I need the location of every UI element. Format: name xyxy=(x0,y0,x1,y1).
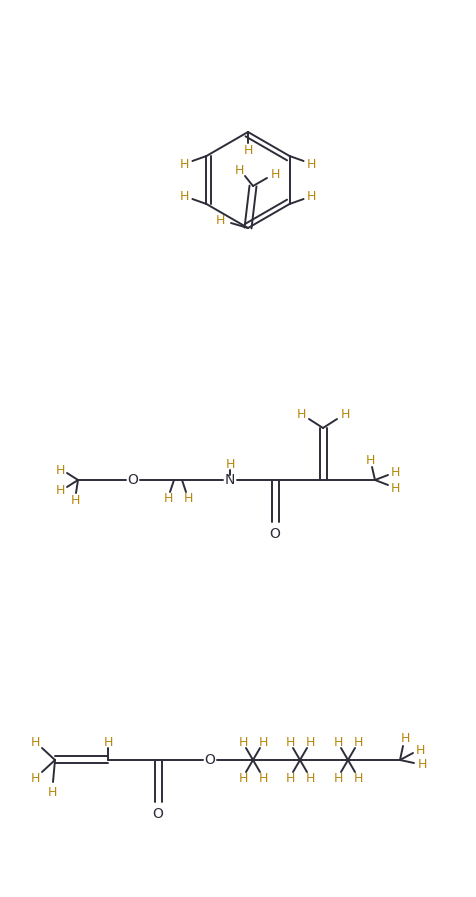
Text: N: N xyxy=(225,473,235,487)
Text: H: H xyxy=(238,771,248,785)
Text: H: H xyxy=(333,736,343,748)
Text: H: H xyxy=(365,454,375,466)
Text: H: H xyxy=(390,482,400,494)
Text: H: H xyxy=(234,164,244,178)
Text: H: H xyxy=(333,771,343,785)
Text: O: O xyxy=(269,527,280,541)
Text: H: H xyxy=(183,492,193,504)
Text: H: H xyxy=(258,736,268,748)
Text: H: H xyxy=(55,464,65,476)
Text: H: H xyxy=(305,736,315,748)
Text: H: H xyxy=(285,736,295,748)
Text: H: H xyxy=(238,736,248,748)
Text: H: H xyxy=(400,731,410,745)
Text: H: H xyxy=(353,736,363,748)
Text: H: H xyxy=(47,786,57,798)
Text: O: O xyxy=(205,753,216,767)
Text: O: O xyxy=(128,473,139,487)
Text: H: H xyxy=(340,407,350,421)
Text: H: H xyxy=(55,483,65,497)
Text: H: H xyxy=(270,168,280,180)
Text: H: H xyxy=(417,759,426,771)
Text: H: H xyxy=(180,189,189,203)
Text: H: H xyxy=(70,493,79,507)
Text: H: H xyxy=(390,466,400,478)
Text: H: H xyxy=(243,144,253,156)
Text: H: H xyxy=(215,213,225,227)
Text: H: H xyxy=(307,158,316,170)
Text: H: H xyxy=(416,744,425,756)
Text: H: H xyxy=(258,771,268,785)
Text: H: H xyxy=(353,771,363,785)
Text: H: H xyxy=(30,736,40,748)
Text: H: H xyxy=(305,771,315,785)
Text: O: O xyxy=(153,807,163,821)
Text: H: H xyxy=(30,771,40,785)
Text: H: H xyxy=(180,158,189,170)
Text: H: H xyxy=(103,736,113,748)
Text: H: H xyxy=(297,407,306,421)
Text: H: H xyxy=(285,771,295,785)
Text: H: H xyxy=(163,492,173,504)
Text: H: H xyxy=(225,457,235,471)
Text: H: H xyxy=(307,189,316,203)
